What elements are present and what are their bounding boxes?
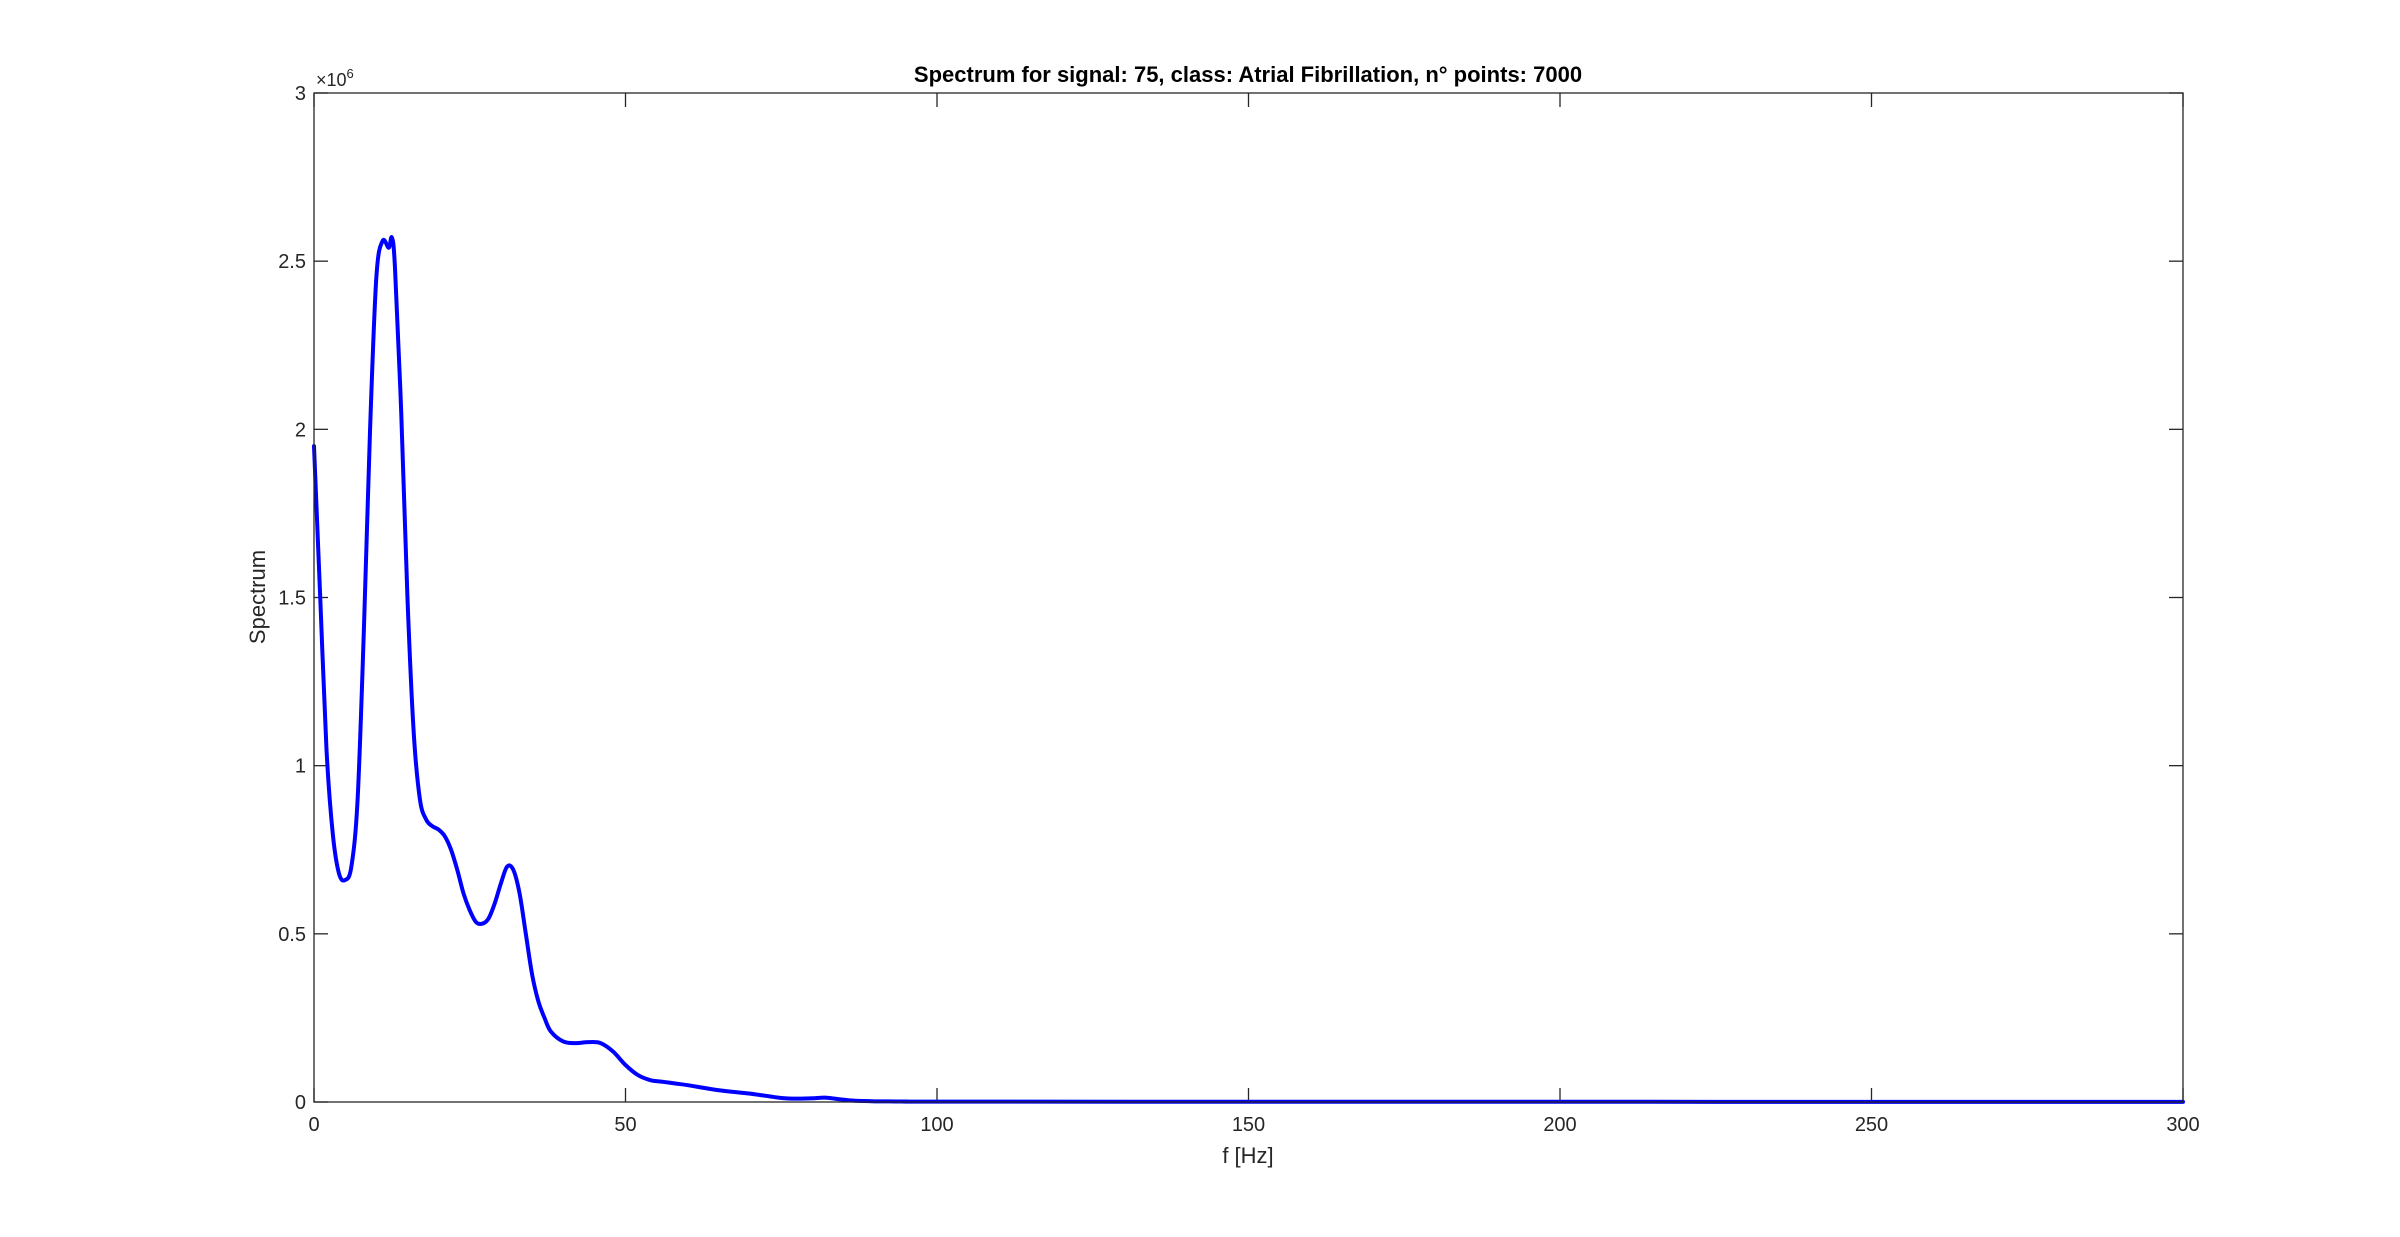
x-tick-label: 150 [1232, 1114, 1265, 1136]
y-tick-label: 2 [295, 419, 306, 441]
x-axis-label: f [Hz] [1222, 1143, 1273, 1168]
x-tick-label: 100 [920, 1114, 953, 1136]
axes-box [313, 92, 2184, 1103]
x-tick-label: 200 [1543, 1114, 1576, 1136]
y-exponent-base: ×10 [316, 70, 347, 90]
y-exponent-label: ×106 [316, 66, 354, 90]
chart-title: Spectrum for signal: 75, class: Atrial F… [914, 62, 1582, 87]
y-tick-label: 2.5 [278, 251, 306, 273]
x-tick-label: 0 [308, 1114, 319, 1136]
series-layer [312, 235, 2185, 1104]
ticks-layer: 0 50 100 150 200 250 300 0 0.5 1 1.5 2 2.5 3 [278, 83, 2200, 1136]
x-tick-label: 250 [1855, 1114, 1888, 1136]
x-tick-label: 50 [614, 1114, 636, 1136]
y-axis-label: Spectrum [245, 550, 270, 644]
spectrum-line [312, 235, 2185, 1104]
y-tick-label: 1 [295, 756, 306, 778]
y-tick-label: 0.5 [278, 924, 306, 946]
x-tick-label: 300 [2166, 1114, 2199, 1136]
y-tick-label: 3 [295, 83, 306, 105]
plot-area [314, 93, 2183, 1102]
y-tick-label: 0 [295, 1092, 306, 1114]
y-tick-label: 1.5 [278, 588, 306, 610]
y-exponent-power: 6 [347, 66, 354, 81]
